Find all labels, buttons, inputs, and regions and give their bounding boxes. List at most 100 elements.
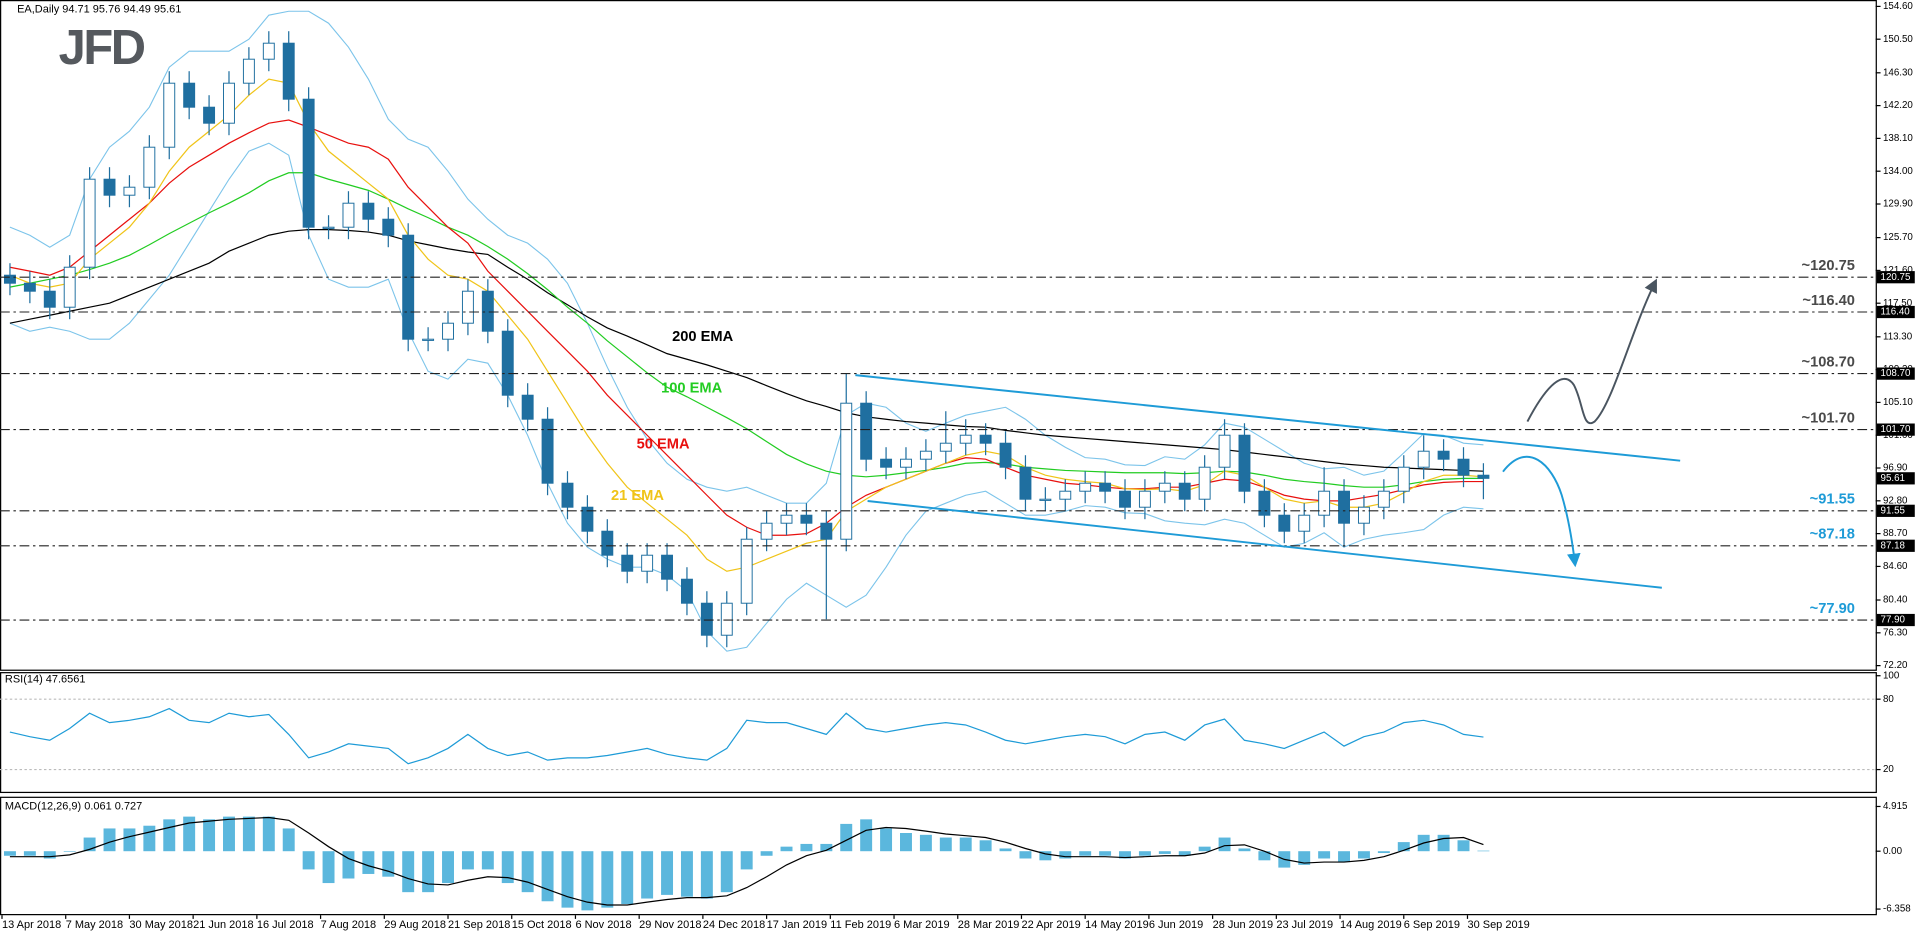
y-tick-label: 72.20 (1883, 660, 1908, 671)
candle-body (1397, 466, 1410, 492)
candle-body (481, 290, 494, 332)
macd-bar (601, 851, 614, 908)
candle-body (382, 218, 395, 236)
x-tick-label: 21 Jun 2018 (193, 919, 253, 931)
level-axis-box (1876, 504, 1915, 517)
indicator-tick-label: -6.358 (1883, 904, 1911, 915)
y-tick-label: 96.90 (1883, 463, 1908, 474)
x-tick-label: 16 Jul 2018 (257, 919, 314, 931)
macd-bar (402, 851, 415, 893)
candle-body (83, 178, 96, 268)
macd-bar (183, 816, 196, 852)
level-axis-label: 120.75 (1881, 272, 1911, 283)
candle-body (1477, 474, 1490, 479)
candle-body (1198, 466, 1211, 500)
level-label: ~87.18 (1810, 527, 1855, 543)
level-axis-label: 77.90 (1881, 615, 1906, 626)
macd-bar (1258, 851, 1271, 861)
macd-bar (461, 851, 474, 870)
x-tick-label: 11 Feb 2019 (830, 919, 891, 931)
macd-bar (23, 851, 36, 856)
macd-bar (481, 851, 494, 870)
candle-body (1059, 490, 1072, 500)
candle-body (621, 554, 634, 572)
y-tick-label: 117.50 (1883, 298, 1913, 309)
candle-body (43, 290, 56, 308)
macd-bar (1218, 837, 1231, 852)
level-axis-label: 116.40 (1881, 307, 1911, 318)
macd-bar (1059, 851, 1072, 859)
x-tick-label: 6 Jun 2019 (1149, 919, 1203, 931)
macd-bar (342, 851, 355, 879)
macd-bar (780, 846, 793, 852)
macd-bar (541, 851, 554, 902)
x-tick-label: 7 May 2018 (66, 919, 123, 931)
macd-bar (561, 851, 574, 908)
candle-body (442, 322, 454, 340)
macd-title: MACD(12,26,9) 0.061 0.727 (5, 800, 142, 812)
candle-body (1318, 490, 1331, 516)
y-tick-label: 146.30 (1883, 67, 1913, 78)
candle-body (700, 602, 713, 636)
level-label: ~116.40 (1802, 293, 1855, 309)
macd-bar (63, 851, 76, 852)
candle-body (900, 458, 912, 468)
macd-bar (820, 843, 833, 852)
candle-body (1377, 490, 1390, 508)
macd-bar (422, 851, 435, 893)
level-axis-label: 87.18 (1881, 540, 1905, 551)
y-tick-label: 134.00 (1883, 166, 1913, 177)
candle-body (1238, 434, 1251, 492)
macd-bar (1138, 851, 1151, 856)
y-tick-label: 154.60 (1883, 1, 1913, 12)
candle-body (1338, 490, 1350, 524)
macd-bar (939, 837, 952, 852)
macd-bar (979, 840, 992, 852)
macd-bar (999, 848, 1012, 852)
macd-bar (800, 843, 813, 852)
macd-bar (1357, 851, 1370, 859)
ema-line (9, 172, 1484, 488)
ema-line (9, 119, 1484, 536)
candle-body (939, 442, 952, 452)
candle-body (740, 538, 753, 604)
macd-bar (1099, 851, 1112, 856)
ema-label: 21 EMA (611, 488, 664, 504)
candle-body (223, 82, 235, 124)
candle-body (641, 554, 654, 572)
macd-bar (1178, 851, 1191, 856)
macd-bar (262, 816, 275, 852)
candle-body (581, 506, 594, 532)
macd-bar (1019, 851, 1032, 859)
macd-bar (1318, 851, 1331, 859)
level-axis-box (1876, 423, 1915, 436)
candle-body (1258, 490, 1271, 516)
last-price-box (1876, 472, 1915, 485)
level-axis-box (1876, 539, 1915, 552)
macd-bar (740, 851, 753, 870)
ema-label: 200 EMA (672, 329, 734, 345)
macd-bar (860, 819, 873, 852)
x-tick-label: 24 Dec 2018 (703, 919, 765, 931)
y-tick-label: 88.70 (1883, 528, 1908, 539)
macd-bar (1477, 850, 1490, 852)
candle-body (282, 42, 295, 100)
macd-bar (661, 851, 674, 895)
bearish-arrow (1502, 455, 1581, 568)
macd-bar (720, 851, 733, 893)
y-tick-label: 129.90 (1883, 199, 1913, 210)
macd-bar (959, 837, 972, 852)
macd-bar (242, 816, 255, 852)
candle-body (760, 522, 773, 540)
macd-bar (1198, 846, 1211, 852)
macd-bar (1397, 842, 1410, 852)
y-tick-label: 105.10 (1883, 397, 1913, 408)
candle-body (820, 522, 833, 540)
x-tick-label: 29 Aug 2018 (384, 919, 446, 931)
indicator-tick-label: 80 (1883, 694, 1894, 705)
price-panel (0, 0, 1877, 671)
candle-body (780, 514, 793, 524)
level-label: ~120.75 (1802, 258, 1855, 274)
